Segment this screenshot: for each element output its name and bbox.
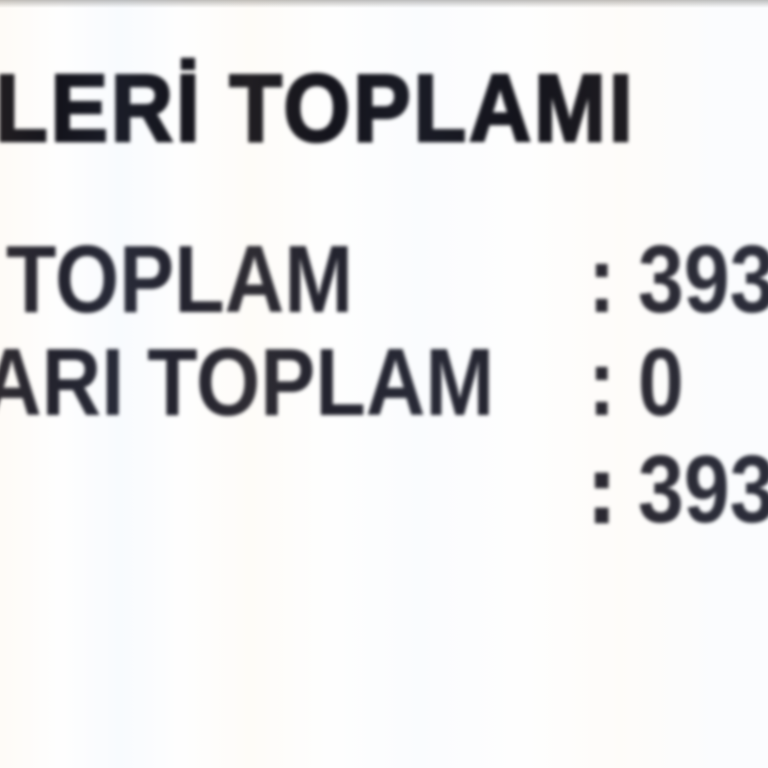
report-title: LERİ TOPLAMI (0, 55, 636, 162)
summary-row-ari-toplam: ARI TOPLAM :0 (0, 335, 768, 435)
row-value-group: :393 (588, 232, 768, 328)
top-shadow-fade (0, 0, 768, 8)
row-separator: : (587, 436, 617, 543)
row-label: ARI TOPLAM (0, 329, 495, 436)
row-value-group: :393 (587, 440, 768, 538)
row-separator: : (588, 329, 616, 436)
row-label: TOPLAM (6, 226, 354, 333)
summary-row-grand-total: :393 (0, 440, 768, 542)
summary-row-toplam: TOPLAM :393 (0, 232, 768, 332)
row-value-group: :0 (588, 335, 684, 431)
row-value: 393 (637, 436, 768, 543)
row-value: 393 (637, 226, 768, 333)
row-value: 0 (637, 329, 684, 436)
row-separator: : (588, 226, 616, 333)
